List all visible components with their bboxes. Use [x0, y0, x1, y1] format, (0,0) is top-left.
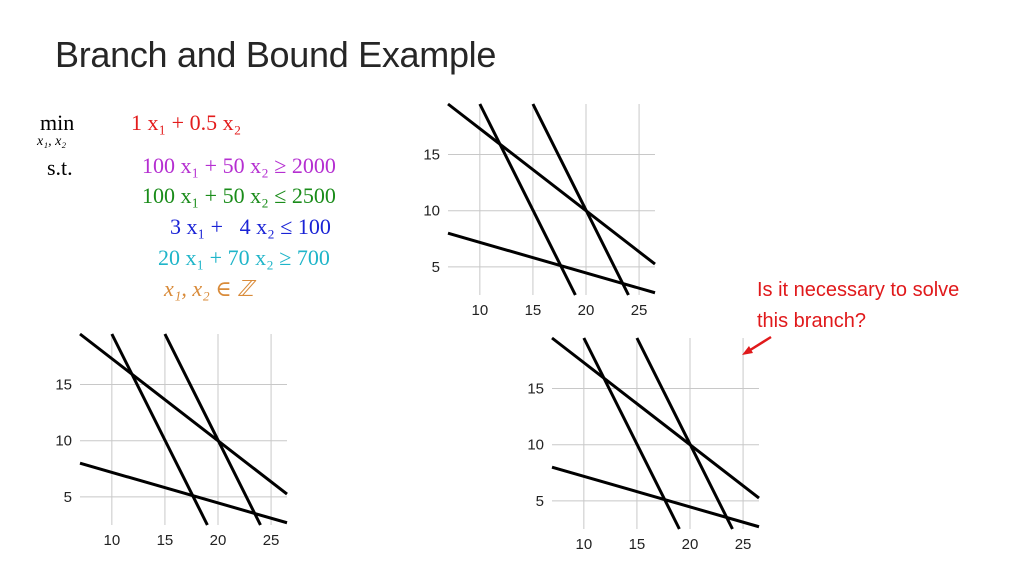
- x-tick-label: 25: [263, 532, 280, 549]
- y-tick-label: 5: [536, 493, 544, 510]
- constraint-1: 100 x₁ + 50 x₂ ≥ 2000: [142, 153, 336, 178]
- constraint-line-2: [582, 337, 681, 530]
- x-tick-label: 10: [576, 536, 593, 553]
- y-tick-label: 15: [423, 147, 440, 164]
- constraint-3: 3 x₁ + 4 x₂ ≤ 100: [170, 214, 331, 239]
- x-tick-label: 15: [525, 302, 542, 319]
- slide-title: Branch and Bound Example: [55, 34, 497, 75]
- constraint-line-2: [478, 103, 577, 296]
- constraint-line-2: [110, 333, 209, 526]
- constraint-line-3: [163, 333, 262, 526]
- min-label: min: [40, 110, 75, 135]
- plot-top: 10 15 20 25 5 10 15: [420, 100, 660, 325]
- x-tick-label: 10: [104, 532, 121, 549]
- x-tick-label: 20: [578, 302, 595, 319]
- min-vars: x₁, x₂: [37, 134, 67, 149]
- red-arrow-icon: [742, 335, 772, 355]
- constraint-line-1: [447, 102, 656, 266]
- y-tick-label: 10: [423, 203, 440, 220]
- y-tick-label: 15: [527, 381, 544, 398]
- x-tick-label: 20: [682, 536, 699, 553]
- constraint-line-4: [447, 231, 656, 295]
- constraint-line-3: [531, 103, 630, 296]
- st-label: s.t.: [47, 155, 73, 180]
- x-tick-label: 25: [735, 536, 752, 553]
- plot-bottom-right: 10 15 20 25 5 10 15: [524, 334, 764, 559]
- integrality-constraint: x₁, x₂ ∈ ℤ: [164, 276, 254, 301]
- x-tick-label: 15: [157, 532, 174, 549]
- plot-top-svg: 10 15 20 25 5 10 15: [423, 102, 656, 319]
- x-tick-label: 25: [631, 302, 648, 319]
- x-tick-label: 15: [629, 536, 646, 553]
- constraint-2: 100 x₁ + 50 x₂ ≤ 2500: [142, 183, 336, 208]
- plot-bottom-left-svg: 10 15 20 25 5 10 15: [55, 332, 288, 549]
- constraint-line-4: [79, 461, 288, 525]
- x-tick-label: 10: [472, 302, 489, 319]
- constraint-line-4: [551, 465, 760, 529]
- constraint-4: 20 x₁ + 70 x₂ ≥ 700: [158, 245, 330, 270]
- constraint-line-1: [79, 332, 288, 496]
- y-tick-label: 5: [432, 259, 440, 276]
- constraint-line-3: [635, 337, 734, 530]
- y-tick-label: 10: [55, 433, 72, 450]
- y-tick-label: 10: [527, 437, 544, 454]
- y-tick-label: 5: [64, 489, 72, 506]
- x-tick-label: 20: [210, 532, 227, 549]
- y-tick-label: 15: [55, 377, 72, 394]
- constraint-line-1: [551, 336, 760, 500]
- objective: 1 x₁ + 0.5 x₂: [131, 110, 242, 135]
- question-text: Is it necessary to solve this branch?: [757, 279, 960, 332]
- plot-bottom-left: 10 15 20 25 5 10 15: [52, 330, 292, 555]
- plot-bottom-right-svg: 10 15 20 25 5 10 15: [527, 336, 760, 553]
